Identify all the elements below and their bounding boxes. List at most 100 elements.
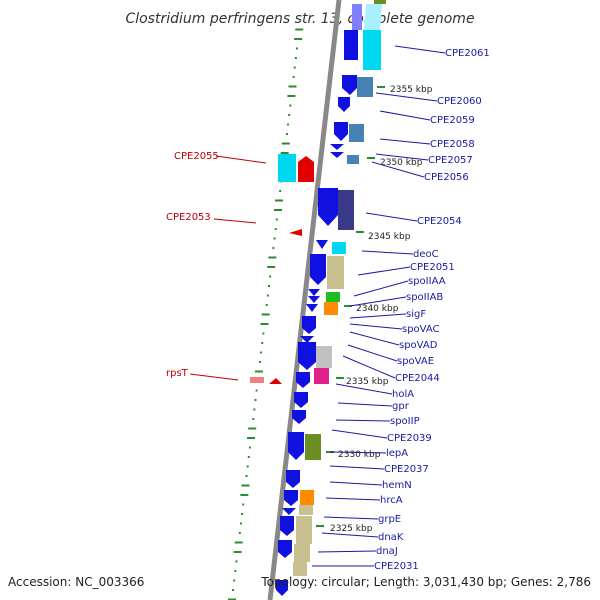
feature-cds (302, 316, 316, 334)
gene-label[interactable]: hemN (382, 480, 412, 491)
gene-leader-line (329, 451, 387, 454)
feature-cds (308, 289, 320, 296)
scale-label: 2340 kbp (356, 304, 399, 314)
feature-dnaj (294, 544, 310, 562)
feature-cds (338, 97, 350, 112)
feature-spovae (314, 368, 329, 384)
gene-label[interactable]: dnaJ (376, 546, 398, 557)
gene-label[interactable]: CPE2059 (430, 115, 475, 126)
gene-label[interactable]: CPE2039 (387, 433, 432, 444)
gene-label[interactable]: dnaK (378, 532, 404, 543)
feature-cds (310, 254, 326, 285)
feature-cds (306, 304, 318, 312)
feature-deoc (332, 242, 346, 254)
gene-label[interactable]: CPE2057 (428, 155, 473, 166)
feature-grpe (299, 505, 313, 515)
gene-label[interactable]: CPE2060 (437, 96, 482, 107)
gene-label-layer: CPE2061 CPE2060 CPE2059 CPE2058 CPE2057 CPE20… (166, 45, 490, 572)
gene-leader-line (213, 218, 257, 224)
feature-cpe2051 (327, 256, 344, 289)
gene-label[interactable]: CPE2056 (424, 172, 469, 183)
feature-cds (330, 152, 344, 158)
feature-cpe2054 (338, 190, 354, 230)
gene-label[interactable]: holA (392, 389, 414, 400)
gene-label[interactable]: CPE2053 (166, 212, 211, 223)
gene-leader-line (189, 373, 239, 381)
gene-leader-line (375, 92, 438, 102)
feature-track (250, 0, 386, 596)
feature-cds (288, 432, 304, 460)
feature-cpe2056 (347, 155, 359, 164)
feature-cds (286, 470, 300, 488)
gene-leader-line (349, 323, 403, 330)
gene-label[interactable]: spoIIP (390, 416, 420, 427)
gene-leader-line (375, 153, 429, 161)
gene-leader-line (347, 344, 398, 362)
topology-text: Topology: circular; Length: 3,031,430 bp… (261, 575, 591, 589)
feature-cds (292, 410, 306, 424)
scale-label: 2330 kbp (338, 450, 381, 460)
gene-leader-line (361, 250, 414, 255)
gene-leader-line (379, 110, 431, 121)
gene-leader-line (329, 481, 383, 486)
feature-cpe2061 (363, 30, 381, 70)
gene-label[interactable]: CPE2044 (395, 373, 440, 384)
gene-leader-line (331, 429, 388, 439)
gene-label[interactable]: spoIIAA (408, 276, 446, 287)
feature-hrca (300, 490, 314, 505)
feature-spoiiab (324, 302, 338, 315)
feature-cds (352, 4, 362, 30)
gene-label[interactable]: rpsT (166, 368, 189, 379)
gene-label[interactable]: CPE2054 (417, 216, 462, 227)
feature-cds (296, 372, 310, 388)
gene-leader-line (317, 550, 377, 553)
gene-label[interactable]: grpE (378, 514, 401, 525)
gene-label[interactable]: deoC (413, 249, 439, 260)
gene-label[interactable]: spoIIAB (406, 292, 443, 303)
gene-label[interactable]: spoVAC (402, 324, 440, 335)
scale-label: 2335 kbp (346, 377, 389, 387)
gene-leader-line (329, 465, 385, 470)
gene-label[interactable]: CPE2055 (174, 151, 219, 162)
gene-label[interactable]: lepA (386, 448, 408, 459)
gene-leader-line (379, 138, 431, 145)
feature-cpe2061-shadow (364, 4, 382, 30)
gene-label[interactable]: hrcA (380, 495, 403, 506)
feature-cds (284, 490, 298, 506)
gene-label[interactable]: sigF (406, 309, 426, 320)
feature-cds (316, 240, 328, 249)
feature-cpe2060 (357, 77, 373, 97)
feature-cds (334, 122, 348, 141)
feature-cpe2044 (316, 346, 332, 368)
feature-cds (298, 342, 316, 370)
gene-label[interactable]: CPE2037 (384, 464, 429, 475)
gene-leader-line (323, 516, 379, 520)
feature-olive-top (374, 0, 386, 4)
accession-text: Accession: NC_003366 (8, 575, 145, 589)
gene-label[interactable]: gpr (392, 401, 410, 412)
gene-label[interactable]: CPE2058 (430, 139, 475, 150)
feature-cpe2058 (349, 124, 364, 142)
gene-label[interactable]: spoVAE (397, 356, 434, 367)
gene-label[interactable]: spoVAD (399, 340, 438, 351)
feature-cds (300, 336, 314, 343)
gene-leader-line (335, 383, 393, 395)
feature-rpst (250, 377, 264, 383)
gene-leader-line (394, 45, 446, 54)
gene-label[interactable]: CPE2051 (410, 262, 455, 273)
gene-label[interactable]: CPE2061 (445, 48, 490, 59)
feature-cpe2031 (293, 562, 307, 576)
gene-leader-line (349, 331, 400, 346)
feature-rpst-red (269, 378, 282, 384)
gene-leader-line (335, 419, 391, 422)
feature-cds (330, 144, 344, 150)
gene-leader-line (357, 266, 411, 276)
gene-leader-line (321, 532, 379, 538)
gene-leader-line (365, 212, 418, 222)
feature-cds (282, 508, 296, 515)
gene-leader-line (371, 161, 425, 178)
gene-leader-line (337, 402, 393, 407)
gene-label[interactable]: CPE2031 (374, 561, 419, 572)
feature-cpe2053 (289, 229, 302, 236)
